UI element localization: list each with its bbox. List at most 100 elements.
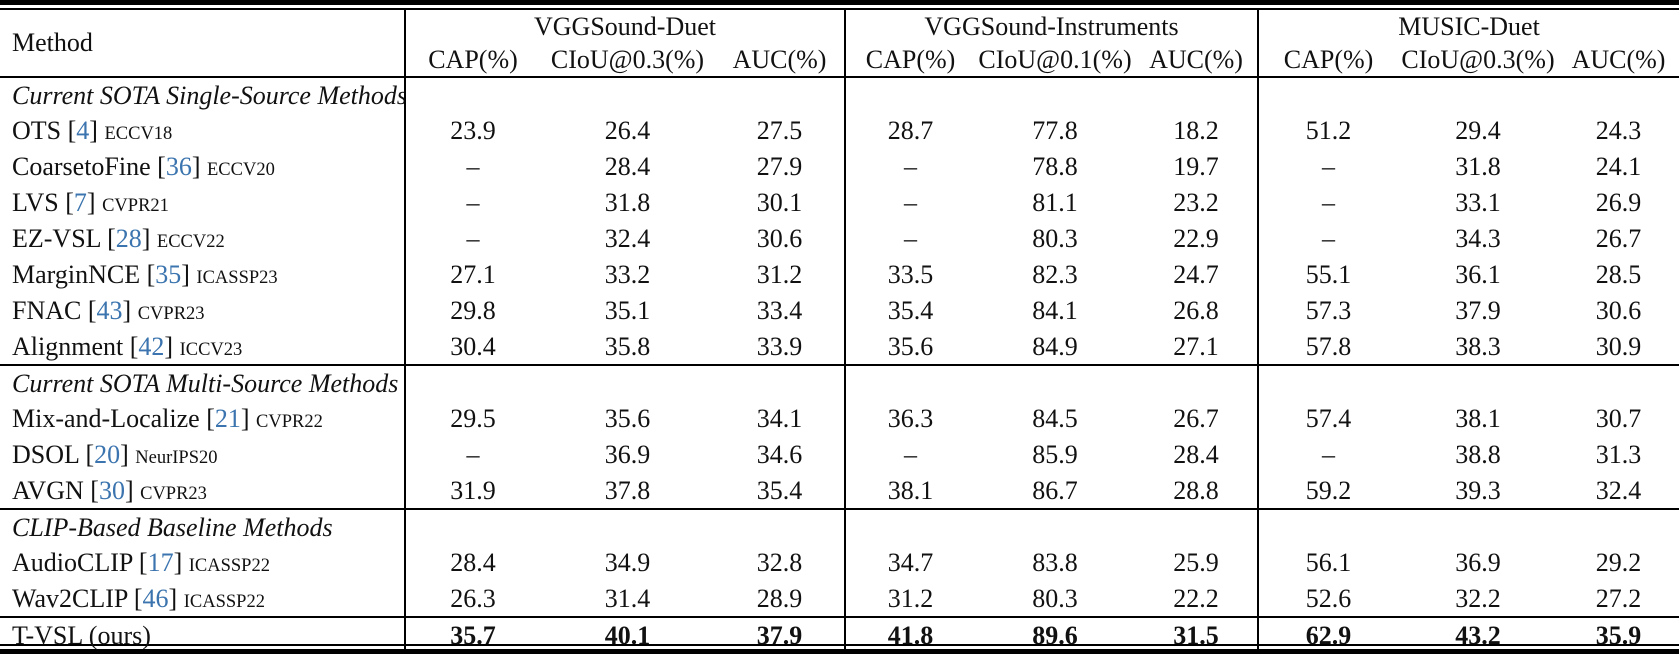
value-cell: 28.4 bbox=[1173, 440, 1219, 469]
col-header-cap: CAP(%) bbox=[404, 43, 540, 78]
value-cell: 26.7 bbox=[1173, 404, 1219, 433]
method-cell: Alignment [42] ICCV23 bbox=[0, 329, 405, 365]
value-cell: 34.6 bbox=[756, 440, 803, 469]
value-cell: – bbox=[844, 221, 976, 257]
col-header-ciou: CIoU@0.3(%) bbox=[540, 43, 715, 78]
citation-bracket-open: [ bbox=[133, 583, 143, 613]
citation-link[interactable]: 4 bbox=[76, 116, 90, 145]
method-cell: CoarsetoFine [36] ECCV20 bbox=[0, 149, 405, 185]
citation-bracket-close: ] bbox=[240, 404, 250, 433]
method-name: MarginNCE bbox=[12, 260, 141, 289]
value-cell: 85.9 bbox=[1032, 440, 1078, 469]
table-row: DSOL [20] NeurIPS20–36.9 34.6–85.9 28.4–38… bbox=[0, 437, 1679, 473]
value-cell: 27.1 bbox=[404, 257, 540, 293]
value-cell bbox=[1558, 77, 1679, 113]
value-cell: 31.2 bbox=[756, 260, 803, 289]
citation-link[interactable]: 46 bbox=[142, 583, 169, 613]
citation-bracket-open: [ bbox=[138, 548, 148, 577]
value-cell bbox=[1257, 77, 1399, 113]
value-cell: 37.9 bbox=[715, 616, 846, 653]
citation-link[interactable]: 35 bbox=[155, 260, 182, 289]
section-header-row: Current SOTA Single-Source Methods bbox=[0, 77, 1679, 113]
venue-label: CVPR23 bbox=[137, 304, 205, 324]
value-cell: 30.6 bbox=[756, 224, 803, 253]
value-cell: 36.1 bbox=[1455, 260, 1501, 289]
citation-bracket-close: ] bbox=[168, 583, 178, 613]
table-row: CoarsetoFine [36] ECCV20–28.4 27.9–78.8 19… bbox=[0, 149, 1679, 185]
value-cell: 26.8 bbox=[1173, 296, 1219, 325]
value-cell: 19.7 bbox=[1173, 152, 1219, 181]
table-row: AudioCLIP [17] ICASSP22 28.4 34.9 32.8 34.7 8… bbox=[0, 545, 1679, 581]
value-cell: 89.6 bbox=[975, 616, 1136, 653]
value-cell bbox=[975, 77, 1135, 113]
venue-label: ICCV23 bbox=[179, 339, 243, 360]
method-name: Wav2CLIP bbox=[12, 583, 128, 613]
value-cell: 52.6 bbox=[1257, 581, 1399, 617]
venue-label: ICASSP22 bbox=[188, 556, 270, 576]
citation-link[interactable]: 21 bbox=[214, 404, 241, 433]
value-cell: 55.1 bbox=[1257, 257, 1399, 293]
value-cell: 35.9 bbox=[1558, 616, 1679, 653]
value-cell: 57.4 bbox=[1257, 401, 1399, 437]
method-col-header: Method bbox=[0, 10, 405, 78]
value-cell: 36.9 bbox=[604, 440, 651, 469]
citation-bracket-open: [ bbox=[65, 188, 74, 217]
value-cell: – bbox=[1257, 149, 1399, 185]
value-cell: 26.7 bbox=[1595, 224, 1642, 253]
value-cell: 31.3 bbox=[1595, 440, 1642, 469]
value-cell: 32.4 bbox=[1595, 475, 1642, 505]
citation-link[interactable]: 20 bbox=[94, 440, 121, 469]
value-cell: 56.1 bbox=[1257, 545, 1399, 581]
value-cell: 29.8 bbox=[404, 293, 540, 329]
value-cell bbox=[404, 508, 540, 545]
citation-bracket-open: [ bbox=[157, 152, 166, 181]
value-cell: 35.6 bbox=[844, 329, 976, 365]
citation-bracket-close: ] bbox=[181, 260, 190, 289]
venue-label: ECCV22 bbox=[156, 232, 225, 252]
value-cell bbox=[1257, 508, 1399, 545]
citation-link[interactable]: 7 bbox=[73, 188, 87, 217]
value-cell: 27.5 bbox=[756, 116, 803, 145]
section-header-row: CLIP-Based Baseline Methods bbox=[0, 508, 1679, 545]
table-row: FNAC [43] CVPR23 29.8 35.1 33.4 35.4 84.1 26.8… bbox=[0, 293, 1679, 329]
value-cell: 38.1 bbox=[844, 473, 976, 509]
value-cell: 31.9 bbox=[404, 473, 540, 509]
value-cell: – bbox=[404, 437, 540, 473]
value-cell: – bbox=[1257, 221, 1399, 257]
value-cell: 40.1 bbox=[540, 616, 715, 653]
citation-link[interactable]: 42 bbox=[138, 331, 165, 361]
citation-bracket-open: [ bbox=[87, 296, 97, 325]
value-cell: 80.3 bbox=[1032, 224, 1078, 253]
method-name: OTS bbox=[12, 116, 62, 145]
value-cell: 33.1 bbox=[1455, 188, 1501, 217]
value-cell: 43.2 bbox=[1398, 616, 1559, 653]
value-cell: 26.3 bbox=[404, 581, 540, 617]
results-table: Method VGGSound-Duet VGGSound-Instrument… bbox=[0, 10, 1679, 653]
value-cell: 35.8 bbox=[604, 331, 651, 361]
citation-link[interactable]: 28 bbox=[115, 224, 142, 253]
table-row: Alignment [42] ICCV23 30.4 35.8 33.9 35.6 84.… bbox=[0, 329, 1679, 365]
value-cell bbox=[844, 508, 976, 545]
table-row: Mix-and-Localize [21] CVPR22 29.5 35.6 34.1… bbox=[0, 401, 1679, 437]
value-cell: 31.8 bbox=[604, 188, 651, 217]
citation-link[interactable]: 30 bbox=[98, 475, 125, 505]
value-cell: 30.9 bbox=[1595, 331, 1642, 361]
citation-link[interactable]: 36 bbox=[165, 152, 192, 181]
table-row: AVGN [30] CVPR23 31.9 37.8 35.4 38.1 86.7 28.8… bbox=[0, 473, 1679, 509]
venue-label: ICASSP23 bbox=[196, 268, 278, 288]
value-cell: – bbox=[844, 149, 976, 185]
citation-bracket-open: [ bbox=[107, 224, 116, 253]
value-cell bbox=[1257, 364, 1399, 401]
value-cell: 25.9 bbox=[1173, 548, 1219, 577]
value-cell: 84.9 bbox=[1032, 331, 1078, 361]
citation-link[interactable]: 43 bbox=[96, 296, 123, 325]
citation-link[interactable]: 17 bbox=[147, 548, 174, 577]
value-cell: 22.2 bbox=[1173, 583, 1219, 613]
value-cell: 51.2 bbox=[1257, 113, 1399, 149]
value-cell: 31.5 bbox=[1135, 616, 1259, 653]
venue-label: ECCV18 bbox=[104, 124, 173, 144]
citation-bracket-close: ] bbox=[191, 152, 201, 181]
value-cell: 29.4 bbox=[1455, 116, 1501, 145]
value-cell bbox=[1398, 508, 1559, 545]
value-cell bbox=[975, 364, 1136, 401]
